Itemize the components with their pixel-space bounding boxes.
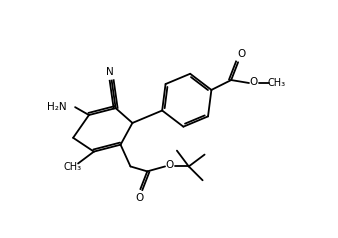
Text: CH₃: CH₃: [268, 78, 286, 88]
Text: N: N: [106, 67, 114, 77]
Text: O: O: [250, 77, 258, 87]
Text: CH₃: CH₃: [63, 162, 81, 172]
Text: O: O: [166, 160, 174, 170]
Text: O: O: [135, 193, 143, 203]
Text: O: O: [237, 49, 245, 59]
Text: H₂N: H₂N: [47, 102, 66, 112]
